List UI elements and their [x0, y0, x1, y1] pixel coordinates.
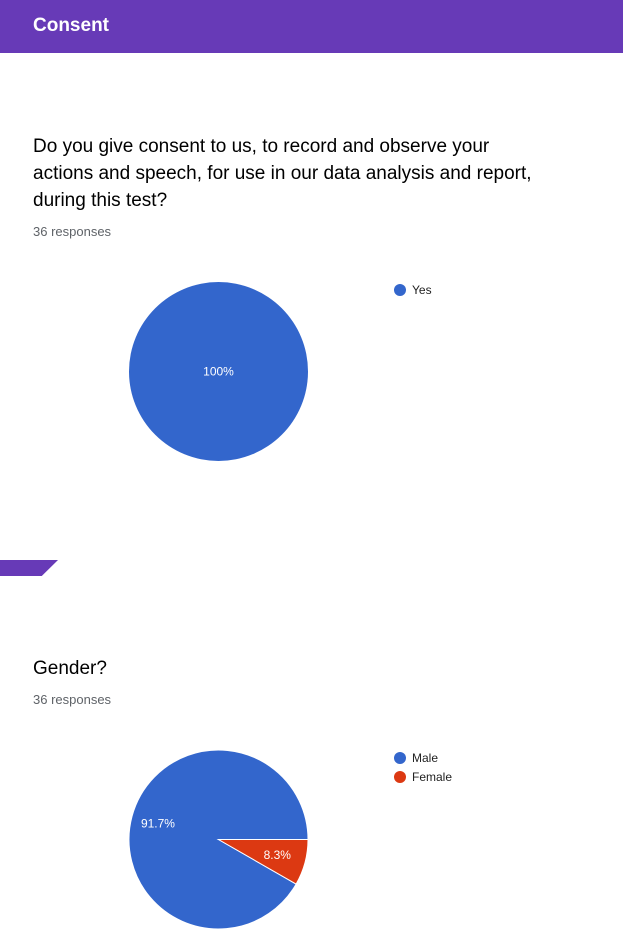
pie-chart-gender: 91.7% 8.3%	[128, 749, 309, 930]
pie-label-male: 91.7%	[141, 816, 175, 830]
response-count: 36 responses	[33, 224, 112, 239]
pie-chart-consent: 100%	[129, 282, 308, 461]
pie-slice-yes	[129, 282, 308, 461]
pie-label-yes: 100%	[203, 365, 234, 379]
legend-item-female: Female	[394, 767, 452, 786]
legend-label: Yes	[412, 282, 432, 297]
legend-label: Male	[412, 750, 439, 765]
legend-item-male: Male	[394, 748, 452, 767]
pie-slice-female	[216, 839, 309, 885]
form-header: Consent	[0, 0, 623, 53]
legend-swatch-icon	[394, 283, 406, 296]
legend-swatch-icon	[394, 770, 406, 783]
legend-swatch-icon	[394, 751, 406, 764]
form-title: Consent	[33, 15, 109, 36]
chart-legend: Yes	[394, 280, 432, 299]
question-gender: Gender?	[33, 658, 107, 679]
section-tab-marker	[0, 560, 58, 576]
legend-label: Female	[412, 769, 453, 784]
chart-legend: Male Female	[394, 748, 452, 786]
legend-item-yes: Yes	[394, 280, 432, 299]
response-count: 36 responses	[33, 692, 112, 707]
pie-label-female: 8.3%	[264, 848, 292, 862]
question-consent: Do you give consent to us, to record and…	[33, 136, 532, 211]
